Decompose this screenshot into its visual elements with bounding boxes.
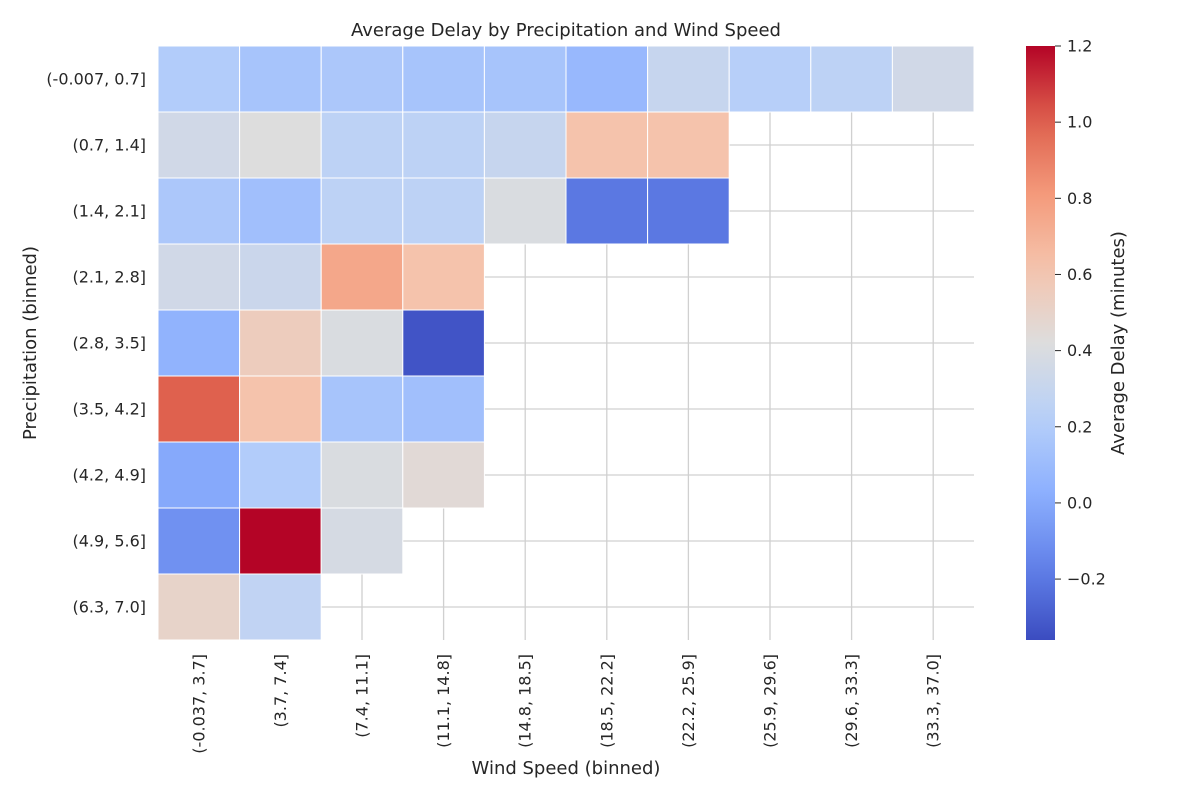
heatmap-cell (157, 441, 241, 509)
colorbar-tick-label: 0.2 (1067, 417, 1092, 436)
heatmap-cell (239, 111, 322, 179)
heatmap-cell (157, 573, 241, 641)
heatmap-cell (157, 507, 241, 575)
heatmap-cell (320, 375, 404, 443)
colorbar-tick-label: 0.8 (1067, 189, 1092, 208)
heatmap-cell (320, 441, 404, 509)
heatmap-cell (483, 111, 567, 179)
x-axis-label: Wind Speed (binned) (472, 758, 661, 779)
y-tick-label: (2.1, 2.8] (72, 268, 146, 287)
x-tick-label: (14.8, 18.5] (516, 654, 535, 748)
colorbar-tick-label: 0.4 (1067, 341, 1092, 360)
colorbar (1026, 46, 1055, 640)
colorbar-tick-label: 0.0 (1067, 493, 1092, 512)
heatmap-cell (565, 177, 649, 245)
heatmap-cell (239, 309, 322, 377)
y-tick-label: (6.3, 7.0] (72, 598, 146, 617)
x-tick-label: (3.7, 7.4] (271, 654, 290, 728)
x-tick-label: (22.2, 25.9] (679, 654, 698, 748)
heatmap-cell (320, 45, 404, 113)
x-tick-label: (18.5, 22.2] (597, 654, 616, 748)
chart-title: Average Delay by Precipitation and Wind … (351, 20, 781, 41)
heatmap-cell (320, 111, 404, 179)
heatmap-cell (320, 243, 404, 311)
y-tick-label: (4.9, 5.6] (72, 532, 146, 551)
heatmap-cell (402, 243, 485, 311)
heatmap-cell (402, 45, 485, 113)
colorbar-tick-label: 1.0 (1067, 113, 1092, 132)
y-axis-label: Precipitation (binned) (20, 246, 41, 440)
x-tick-label: (7.4, 11.1] (353, 654, 372, 738)
heatmap-cell (483, 177, 567, 245)
heatmap-cell (565, 45, 649, 113)
heatmap-cell (239, 441, 322, 509)
heatmap-cell (647, 111, 730, 179)
heatmap-cell (157, 375, 241, 443)
heatmap-cell (402, 111, 485, 179)
heatmap-cell (320, 177, 404, 245)
heatmap-cell (157, 243, 241, 311)
heatmap-cell (810, 45, 893, 113)
colorbar-tick-label: −0.2 (1067, 570, 1106, 589)
x-tick-label: (33.3, 37.0] (924, 654, 943, 748)
heatmap-cell (157, 111, 241, 179)
heatmap-cell (483, 45, 567, 113)
heatmap-cell (402, 441, 485, 509)
heatmap-cell (402, 177, 485, 245)
colorbar-tick-label: 0.6 (1067, 265, 1092, 284)
heatmap-cell (647, 177, 730, 245)
x-tick-label: (-0.037, 3.7] (189, 654, 208, 754)
heatmap-cell (320, 507, 404, 575)
heatmap-cell (239, 177, 322, 245)
heatmap-cell (891, 45, 975, 113)
colorbar-ticks: −0.2 0.0 0.2 0.4 0.6 0.8 1.0 1.2 (1055, 37, 1106, 589)
y-tick-label: (2.8, 3.5] (72, 334, 146, 353)
heatmap-cell (402, 375, 485, 443)
y-tick-labels: (-0.007, 0.7] (0.7, 1.4] (1.4, 2.1] (2.1, 2… (46, 70, 146, 617)
x-tick-label: (25.9, 29.6] (761, 654, 780, 748)
heatmap-cell (239, 243, 322, 311)
heatmap-cell (647, 45, 730, 113)
x-tick-label: (11.1, 14.8] (434, 654, 453, 748)
y-tick-label: (1.4, 2.1] (72, 202, 146, 221)
cells-layer (157, 45, 975, 641)
heatmap-cell (565, 111, 649, 179)
y-tick-label: (4.2, 4.9] (72, 466, 146, 485)
heatmap-cell (728, 45, 812, 113)
heatmap-cell (239, 375, 322, 443)
x-tick-labels: (-0.037, 3.7] (3.7, 7.4] (7.4, 11.1] (11.1,… (189, 654, 942, 754)
colorbar-tick-label: 1.2 (1067, 37, 1092, 56)
y-tick-label: (-0.007, 0.7] (46, 70, 146, 89)
heatmap-cell (320, 309, 404, 377)
heatmap-cell (239, 45, 322, 113)
x-tick-label: (29.6, 33.3] (842, 654, 861, 748)
heatmap-cell (239, 507, 322, 575)
y-tick-label: (0.7, 1.4] (72, 136, 146, 155)
heatmap-cell (157, 309, 241, 377)
colorbar-label: Average Delay (minutes) (1108, 231, 1129, 455)
y-tick-label: (3.5, 4.2] (72, 400, 146, 419)
heatmap-cell (157, 45, 241, 113)
heatmap-cell (157, 177, 241, 245)
heatmap-cell (239, 573, 322, 641)
heatmap-cell (402, 309, 485, 377)
